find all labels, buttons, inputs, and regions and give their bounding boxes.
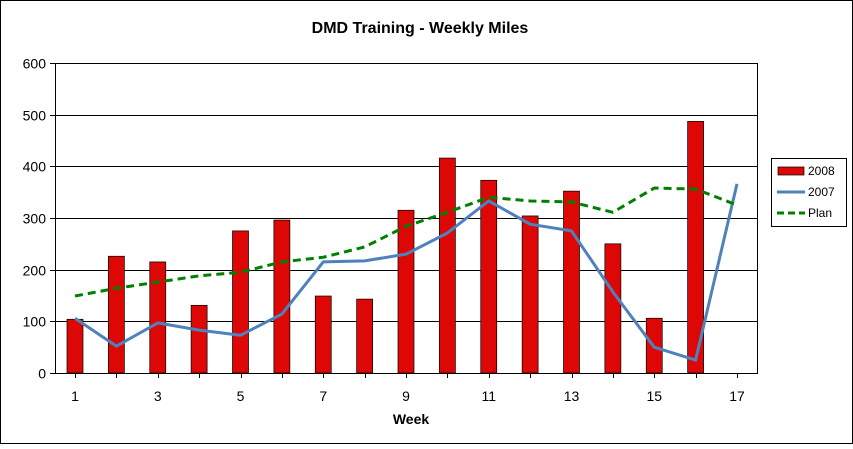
y-tick-label: 0 (38, 366, 46, 382)
line-2007 (74, 183, 739, 362)
legend: 2008 2007 Plan (771, 158, 847, 227)
legend-label-plan: Plan (808, 206, 832, 220)
legend-label-2007: 2007 (808, 185, 835, 199)
x-axis-label: Week (393, 411, 430, 427)
bar-2008-week-1 (66, 318, 84, 374)
x-tick-label: 5 (237, 388, 245, 404)
x-tick-label: 17 (729, 388, 745, 404)
bar-2008-week-11 (480, 179, 498, 374)
bar-2008-week-9 (397, 209, 415, 374)
x-tick-label: 15 (646, 388, 662, 404)
y-tick-label: 600 (23, 56, 47, 72)
x-tick-label: 13 (564, 388, 580, 404)
bar-2008-week-8 (356, 298, 373, 374)
bar-2008-week-12 (521, 215, 539, 374)
legend-swatch-2008 (777, 166, 805, 176)
y-tick-label: 300 (23, 211, 47, 227)
bar-2008-week-14 (604, 243, 622, 374)
x-tick-label: 11 (481, 388, 496, 404)
bar-2008-week-3 (149, 261, 167, 374)
x-tick-label: 7 (319, 388, 327, 404)
y-tick-label: 200 (23, 263, 47, 279)
bar-2008-week-6 (273, 219, 291, 374)
y-tick-label: 500 (23, 108, 47, 124)
y-tick-label: 400 (23, 159, 47, 175)
bar-2008-week-4 (190, 304, 208, 374)
y-tick-label: 100 (23, 314, 47, 330)
bar-2008-week-10 (439, 157, 456, 374)
bar-2008-week-13 (563, 190, 580, 374)
x-tick-label: 9 (402, 388, 410, 404)
bar-2008-week-7 (314, 295, 332, 374)
x-tick-label: 3 (154, 388, 162, 404)
bar-2008-week-5 (232, 230, 249, 374)
bar-2008-week-2 (108, 255, 125, 374)
chart-title: DMD Training - Weekly Miles (312, 20, 529, 37)
legend-label-2008: 2008 (808, 164, 835, 178)
line-plan (74, 186, 738, 298)
x-tick-label: 1 (71, 388, 79, 404)
